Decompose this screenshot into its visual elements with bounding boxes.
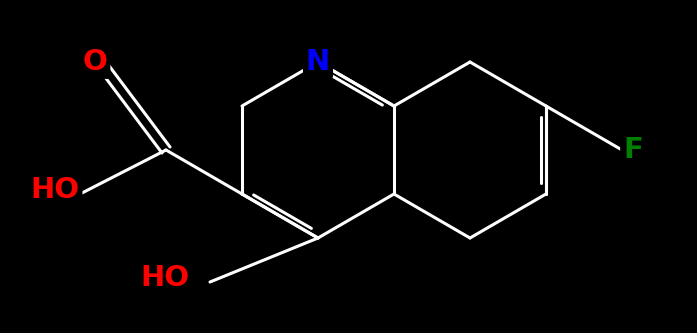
Text: F: F [623, 136, 643, 164]
Text: O: O [82, 48, 107, 76]
Text: HO: HO [31, 176, 79, 204]
Text: N: N [306, 48, 330, 76]
Text: HO: HO [140, 264, 190, 292]
